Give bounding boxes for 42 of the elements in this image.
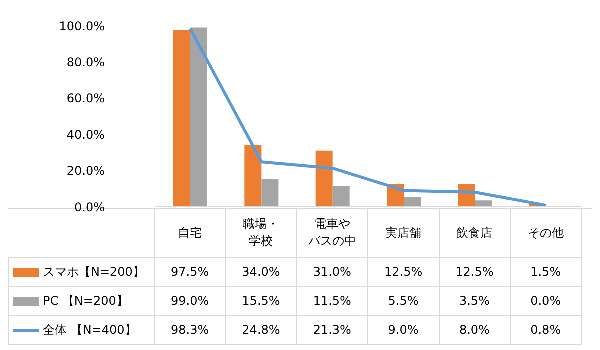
legend-label: PC 【N=200】 (43, 292, 128, 310)
line-series (189, 28, 548, 207)
data-label: 1.5% (510, 258, 582, 287)
data-label: 12.5% (368, 258, 440, 287)
bar (190, 28, 208, 207)
legend-label: スマホ【N=200】 (43, 264, 145, 280)
y-tick-label: 100.0% (59, 19, 105, 34)
data-label: 3.5% (440, 287, 511, 316)
bar (404, 197, 422, 207)
y-tick-label: 20.0% (66, 164, 105, 178)
data-label: 12.5% (440, 258, 511, 287)
bar (475, 200, 492, 207)
bar (244, 145, 262, 207)
x-tick-label: 実店舗 (386, 224, 422, 242)
y-tick-label: 0.0% (74, 200, 105, 214)
data-label: 0.0% (510, 287, 582, 316)
bar (262, 178, 279, 207)
bar (174, 30, 191, 207)
bar (332, 186, 350, 207)
x-tick-label: 職場・学校 (243, 216, 280, 250)
data-label: 5.5% (368, 287, 440, 316)
data-label: 24.8% (226, 316, 298, 345)
data-label: 98.3% (155, 316, 226, 345)
x-tick-label: その他 (528, 224, 564, 242)
data-label: 34.0% (226, 258, 298, 287)
data-label: 97.5% (155, 258, 226, 287)
data-label: 99.0% (155, 287, 226, 316)
x-tick-label: 自宅 (178, 224, 202, 242)
data-label: 0.8% (510, 316, 582, 345)
data-label: 15.5% (226, 287, 298, 316)
y-tick-label: 60.0% (66, 92, 105, 106)
data-label: 31.0% (297, 258, 368, 287)
data-label: 11.5% (297, 287, 368, 316)
data-label: 8.0% (440, 316, 511, 345)
bar (316, 150, 333, 207)
x-tick-label: 電車やバスの中 (308, 216, 356, 250)
data-label: 21.3% (297, 316, 368, 345)
y-tick-label: 40.0% (66, 128, 105, 142)
y-tick-label: 80.0% (66, 55, 105, 70)
data-label: 9.0% (368, 316, 440, 345)
legend-label: 全体 【N=400】 (43, 322, 137, 338)
x-tick-label: 飲食店 (456, 224, 493, 242)
